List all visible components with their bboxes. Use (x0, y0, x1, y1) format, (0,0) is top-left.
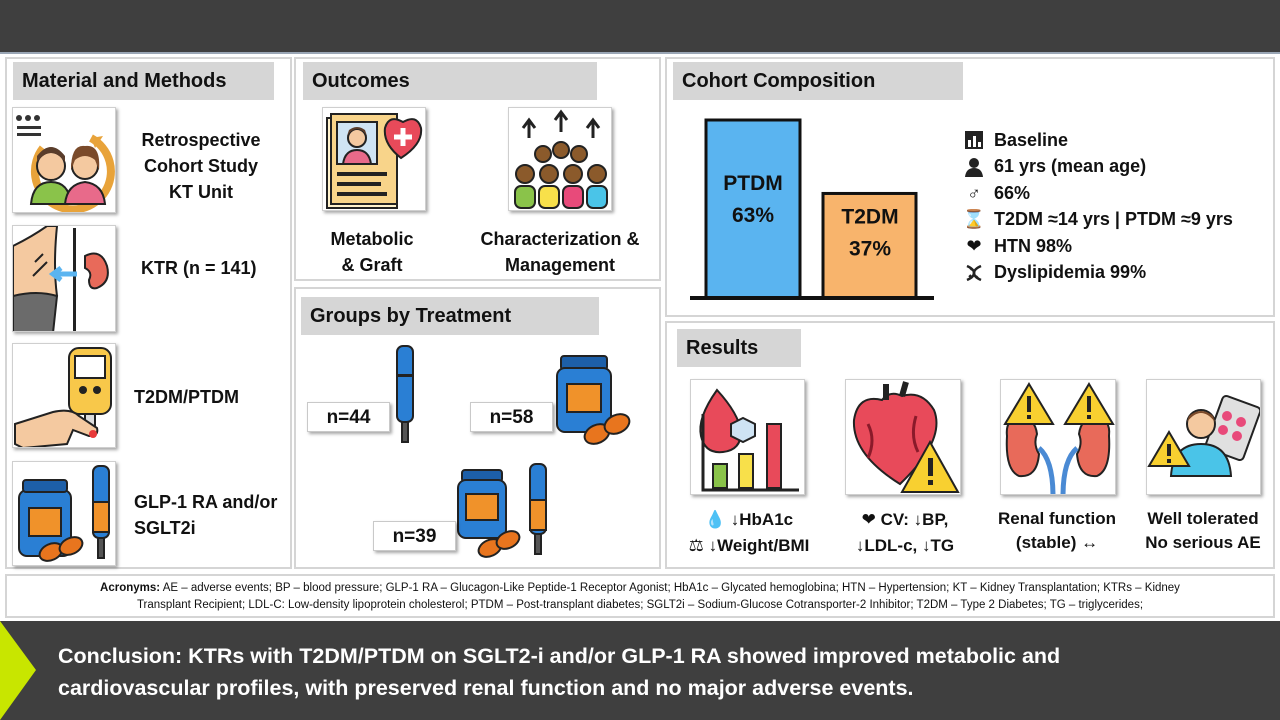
conclusion-line-2: cardiovascular profiles, with preserved … (58, 676, 914, 700)
male-symbol-icon: ♂ (967, 182, 981, 203)
groups-header: Groups by Treatment (301, 297, 599, 335)
conclusion-line-1: Conclusion: KTRs with T2DM/PTDM on SGLT2… (58, 644, 1061, 668)
cohort-header: Cohort Composition (673, 62, 963, 100)
outcomes-item-2-text: Characterization & Management (466, 226, 654, 278)
heart-icon: ❤ (861, 510, 876, 529)
result-1-line-2: ⚖ ↓Weight/BMI (668, 533, 830, 559)
acronyms-label: Acronyms: (100, 582, 161, 594)
result-2-line-1: ❤ CV: ↓BP, (830, 507, 980, 533)
methods-item-1-text: Retrospective Cohort Study KT Unit (126, 127, 276, 205)
methods-item-3-text: T2DM/PTDM (134, 387, 239, 407)
result-2-line-1-text: CV: ↓BP, (880, 510, 949, 529)
bar-t2dm-value: 37% (849, 237, 891, 260)
result-3-line-2: (stable) ↔ (1015, 533, 1099, 552)
outcomes-item-1-line-1: Metabolic (330, 229, 414, 249)
result-1-line-1: 💧 ↓HbA1c (668, 507, 830, 533)
baseline-item-4: ⌛ T2DM ≈14 yrs | PTDM ≈9 yrs (962, 207, 1272, 234)
glucose-chart-icon (690, 379, 805, 495)
methods-item-1-line-1: Retrospective (141, 130, 261, 150)
baseline-item-2-text: 61 yrs (mean age) (994, 156, 1147, 177)
baseline-item-5-text: HTN 98% (994, 235, 1073, 256)
acronyms-line-2: Transplant Recipient; LDL-C: Low-density… (136, 599, 1144, 611)
result-4-line-1: Well tolerated (1147, 509, 1259, 528)
bar-t2dm-category: T2DM (841, 205, 898, 228)
person-icon (962, 157, 986, 177)
methods-item-2-text: KTR (n = 141) (141, 258, 257, 278)
group-2-count: n=58 (470, 402, 553, 432)
dna-icon (962, 263, 986, 283)
conclusion-arrow (0, 621, 40, 720)
result-1-line-1-text: ↓HbA1c (730, 510, 794, 529)
result-4-text: Well tolerated No serious AE (1132, 507, 1274, 555)
outcomes-item-1-text: Metabolic & Graft (303, 226, 441, 278)
result-1-text: 💧 ↓HbA1c ⚖ ↓Weight/BMI (668, 507, 830, 559)
bar-ptdm-category: PTDM (723, 172, 783, 195)
baseline-item-3: ♂ 66% (962, 180, 1272, 207)
pill-bottle-icon (553, 352, 633, 448)
pill-bottle-and-pen-icon (454, 460, 554, 564)
patients-icon (12, 107, 116, 213)
outcomes-item-2-line-1: Characterization & (480, 229, 640, 249)
injection-pen-icon (392, 344, 418, 446)
heart-warning-icon (845, 379, 961, 495)
methods-header: Material and Methods (13, 62, 274, 100)
bar-ptdm-value: 63% (732, 204, 774, 227)
bar-t2dm (821, 191, 918, 300)
acronyms-text: Acronyms: AE – adverse events; BP – bloo… (10, 580, 1270, 614)
baseline-item-6: Dyslipidemia 99% (962, 260, 1272, 287)
drop-icon: 💧 (704, 510, 727, 529)
result-2-line-2: ↓LDL-c, ↓TG (855, 536, 955, 555)
acronyms-line-1-text: AE – adverse events; BP – blood pressure… (162, 582, 1180, 594)
cohort-bar-chart: PTDM 63% T2DM 37% (690, 118, 934, 300)
outcomes-item-1-line-2: & Graft (341, 255, 403, 275)
baseline-item-3-text: 66% (994, 182, 1031, 203)
kidney-transplant-icon (12, 225, 116, 332)
baseline-item-1-text: Baseline (994, 129, 1069, 150)
heart-icon: ❤ (966, 235, 982, 256)
methods-item-1-line-3: KT Unit (169, 182, 233, 202)
baseline-icon (962, 130, 986, 150)
bar-ptdm (704, 118, 802, 300)
result-3-text: Renal function (stable) ↔ (986, 507, 1128, 555)
group-icon (508, 107, 612, 211)
baseline-item-4-text: T2DM ≈14 yrs | PTDM ≈9 yrs (994, 209, 1233, 230)
medication-pen-icon (12, 461, 116, 566)
methods-item-1-line-2: Cohort Study (144, 156, 258, 176)
cohort-chart: PTDM 63% T2DM 37% (690, 110, 940, 304)
patient-record-icon (322, 107, 426, 211)
group-3-count: n=39 (373, 521, 456, 551)
hourglass-icon: ⌛ (962, 209, 986, 230)
methods-item-4-line-2: SGLT2i (134, 518, 196, 538)
scale-icon: ⚖ (688, 536, 704, 555)
group-1-count: n=44 (307, 402, 390, 432)
methods-item-4-line-1: GLP-1 RA and/or (134, 492, 278, 512)
baseline-item-2: 61 yrs (mean age) (962, 154, 1272, 181)
methods-item-4-text: GLP-1 RA and/or SGLT2i (134, 489, 290, 541)
baseline-item-6-text: Dyslipidemia 99% (994, 262, 1147, 283)
result-1-line-2-text: ↓Weight/BMI (708, 536, 810, 555)
results-header: Results (677, 329, 801, 367)
glucometer-icon (12, 343, 116, 448)
baseline-item-1: Baseline (962, 127, 1272, 154)
baseline-item-5: ❤ HTN 98% (962, 233, 1272, 260)
result-4-line-2: No serious AE (1145, 533, 1261, 552)
conclusion-text: Conclusion: KTRs with T2DM/PTDM on SGLT2… (58, 640, 1258, 704)
title-bar (0, 0, 1280, 54)
baseline-list: Baseline 61 yrs (mean age) ♂ 66% ⌛ T2DM ≈1… (962, 127, 1272, 286)
acronyms-line-1: Acronyms: AE – adverse events; BP – bloo… (10, 580, 1270, 597)
acronyms-panel (5, 574, 1275, 618)
outcomes-header: Outcomes (303, 62, 597, 100)
outcomes-item-2-line-2: Management (504, 255, 616, 275)
conclusion-bar (0, 621, 1280, 720)
patient-pills-icon (1146, 379, 1261, 495)
result-3-line-1: Renal function (997, 509, 1117, 528)
kidney-warning-icon (1000, 379, 1116, 495)
result-2-text: ❤ CV: ↓BP, ↓LDL-c, ↓TG (830, 507, 980, 559)
